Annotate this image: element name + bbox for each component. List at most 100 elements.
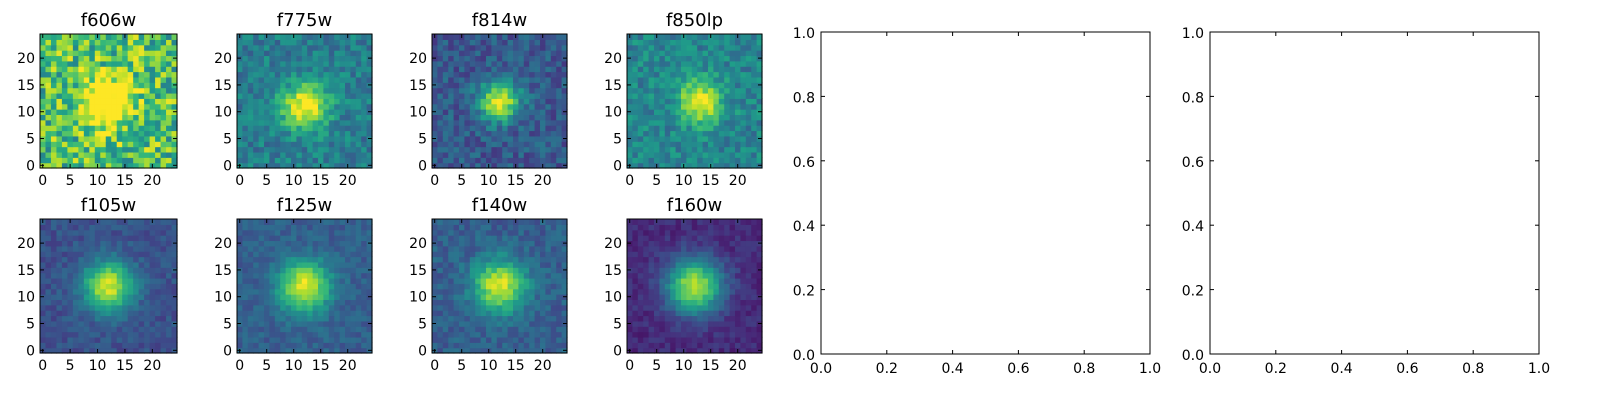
heatmap-cell [469,71,476,78]
heatmap-cell [545,219,552,225]
heatmap-cell [334,146,341,153]
heatmap-cell [274,98,281,105]
heatmap-cell [664,60,671,67]
heatmap-cell [355,162,362,169]
heatmap-cell [540,342,546,349]
heatmap-cell [116,219,123,225]
heatmap-cell [242,219,249,225]
heatmap-cell [627,76,633,83]
heatmap-cell [280,92,287,99]
heatmap-cell [144,294,151,300]
heatmap-cell [475,76,482,83]
heatmap-cell [67,44,74,51]
heatmap-cell [702,288,709,295]
heatmap-cell [40,39,47,46]
heatmap-cell [116,304,123,311]
heatmap-cell [534,320,541,327]
heatmap-cell [550,251,557,258]
y-tick-label: 20 [604,51,622,67]
heatmap-cell [735,76,741,83]
heatmap-cell [45,82,52,89]
heatmap-cell [355,98,362,105]
heatmap-cell [529,119,536,126]
heatmap-cell [296,130,303,137]
heatmap-cell [529,92,536,99]
heatmap-cell [632,331,639,338]
heatmap-cell [366,87,373,94]
heatmap-cell [253,157,260,164]
heatmap-cell [50,251,58,258]
heatmap-cell [100,130,107,137]
heatmap-cell [301,44,308,51]
heatmap-cell [105,109,112,115]
heatmap-cell [105,87,112,94]
heatmap-cell [258,224,265,231]
heatmap-cell [751,326,758,333]
heatmap-cell [442,288,449,295]
heatmap-cell [264,39,270,46]
heatmap-cell [540,261,546,268]
heatmap-cell [453,135,460,142]
heatmap-cell [242,34,249,40]
heatmap-cell [301,310,308,317]
heatmap-cell [670,92,677,99]
heatmap-cell [312,310,319,317]
heatmap-cell [323,39,330,46]
heatmap-cell [708,135,714,142]
heatmap-cell [83,55,90,62]
heatmap-cell [237,87,243,94]
x-tick-label: 15 [507,358,525,374]
heatmap-cell [334,288,341,295]
heatmap-cell [751,135,758,142]
heatmap-cell [56,283,63,290]
heatmap-cell [171,103,178,110]
heatmap-cell [45,130,52,137]
heatmap-cell [67,55,74,62]
x-tick-label: 20 [143,173,161,189]
heatmap-cell [72,66,79,73]
heatmap-cell [637,336,644,343]
heatmap-cell [111,162,118,169]
heatmap-cell [735,299,741,306]
heatmap-cell [133,331,140,338]
heatmap-cell [708,44,714,51]
heatmap-cell [697,135,704,142]
heatmap-cell [550,34,557,40]
heatmap-cell [648,162,655,169]
heatmap-cell [561,141,568,148]
heatmap-cell [78,66,85,73]
heatmap-cell [258,261,265,268]
heatmap-cell [627,336,633,343]
heatmap-cell [518,109,525,115]
heatmap-cell [545,299,552,306]
heatmap-cell [155,151,162,158]
heatmap-cell [111,103,118,110]
heatmap-cell [280,315,287,322]
heatmap-cell [442,60,449,67]
heatmap-cell [105,256,112,263]
heatmap-cell [242,130,249,137]
heatmap-cell [513,288,519,295]
heatmap-cell [160,135,167,142]
heatmap-cell [361,125,368,132]
heatmap-cell [105,299,112,306]
heatmap-cell [144,76,151,83]
heatmap-cell [670,130,677,137]
heatmap-cell [50,283,58,290]
heatmap-cell [171,304,178,311]
heatmap-cell [686,39,693,46]
heatmap-cell [745,114,752,121]
heatmap-cell [735,66,741,73]
heatmap-cell [111,261,118,268]
heatmap-cell [480,82,487,89]
heatmap-cell [724,76,731,83]
heatmap-cell [724,347,731,354]
heatmap-cell [745,277,752,284]
heatmap-cell [686,92,693,99]
heatmap-cell [264,141,270,148]
heatmap-cell [94,277,101,284]
heatmap-cell [155,342,162,349]
heatmap-cell [56,299,63,306]
heatmap-cell [459,130,465,137]
heatmap-cell [523,103,530,110]
